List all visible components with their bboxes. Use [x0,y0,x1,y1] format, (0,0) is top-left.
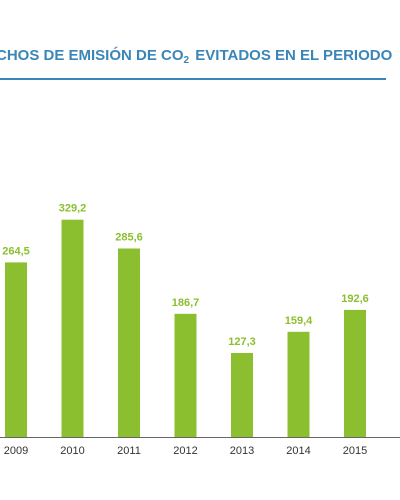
x-tick-label-2012: 2012 [173,445,197,457]
value-label-2009: 264,5 [2,245,30,257]
x-tick-label-2015: 2015 [343,445,367,457]
value-label-2010: 329,2 [59,203,87,215]
value-label-2014: 159,4 [285,315,313,327]
x-tick-label-2011: 2011 [117,445,141,457]
chart-title-pre: ECHOS DE EMISIÓN DE CO [0,47,184,64]
bar-2011 [118,248,140,437]
chart-title-bar: ECHOS DE EMISIÓN DE CO2 EVITADOS EN EL P… [0,38,400,80]
bar-2014 [287,331,310,437]
bar-2012 [174,313,197,437]
bar-2009 [5,262,27,437]
value-labels-group: 264,5 329,2 285,6 186,7 127,3 159,4 192,6 [2,203,369,348]
chart-title-post: EVITADOS EN EL PERIODO [191,47,393,64]
chart-title-subscript: 2 [183,55,190,66]
title-underline [0,78,386,80]
bar-2013 [231,353,253,437]
x-tick-label-2014: 2014 [286,445,310,457]
value-label-2012: 186,7 [172,297,200,309]
x-tick-labels-group: 2009 2010 2011 2012 2013 2014 2015 [4,445,367,457]
value-label-2015: 192,6 [341,293,369,305]
bar-2015 [344,309,366,437]
value-label-2011: 285,6 [115,232,143,244]
value-label-2013: 127,3 [228,336,256,348]
bar-2010 [61,219,84,437]
x-tick-label-2010: 2010 [60,445,84,457]
chart-title: ECHOS DE EMISIÓN DE CO2 EVITADOS EN EL P… [0,47,392,66]
bars-group [5,219,366,437]
x-tick-label-2013: 2013 [230,445,254,457]
x-tick-label-2009: 2009 [4,445,28,457]
